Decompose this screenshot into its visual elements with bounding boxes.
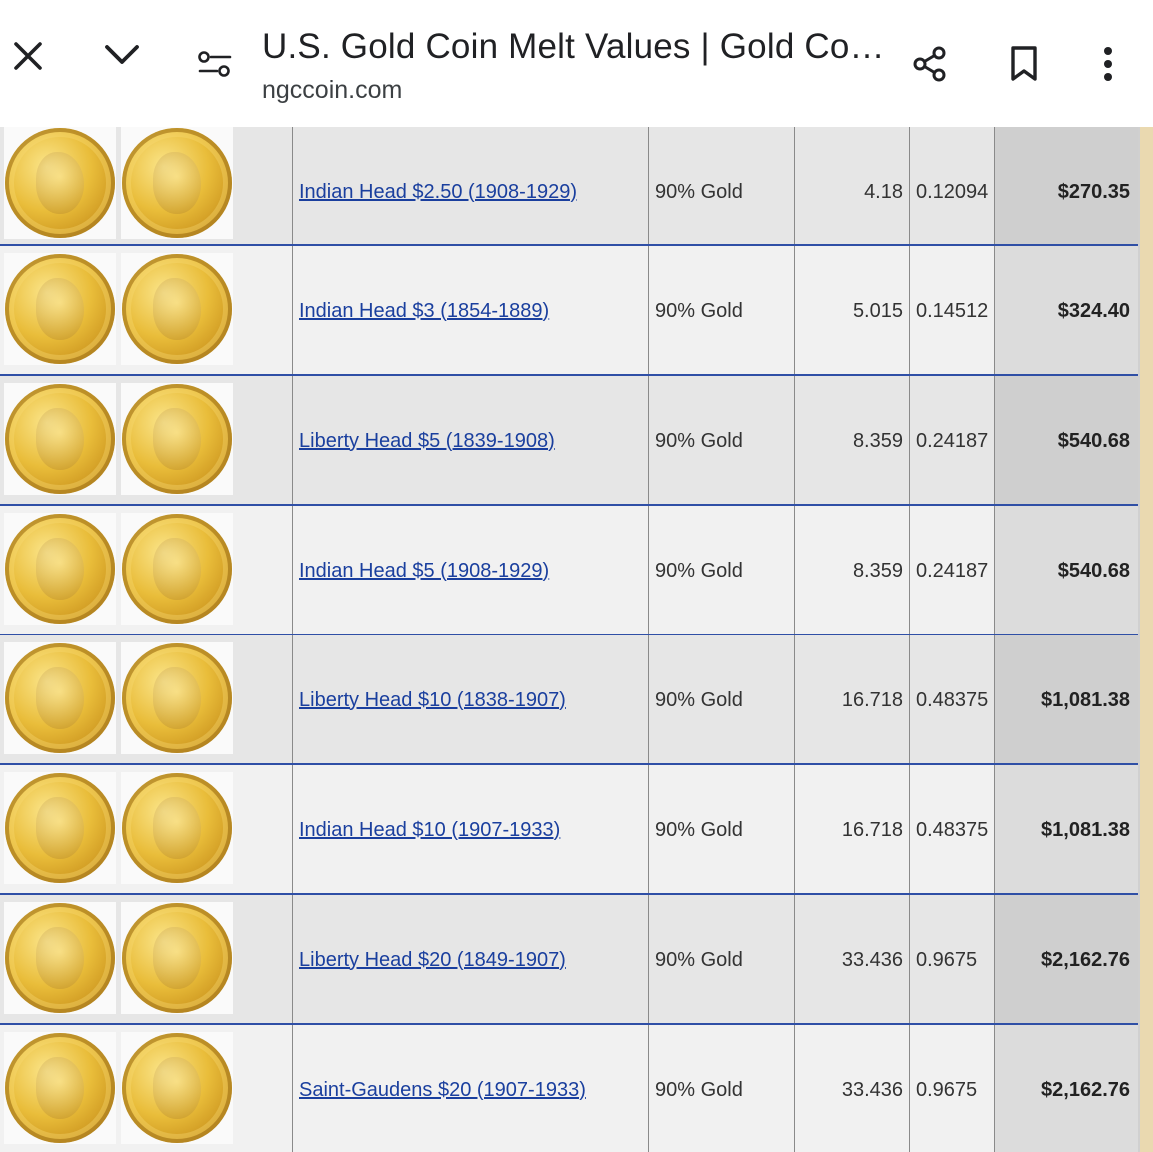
weight: 33.436 [841,1078,903,1101]
table-row: Saint-Gaudens $20 (1907-1933) 90% Gold 3… [0,1025,1138,1152]
melt-value: $540.68 [1057,429,1130,452]
table-row: Indian Head $10 (1907-1933) 90% Gold 16.… [0,765,1138,895]
page-title: U.S. Gold Coin Melt Values | Gold Co… [262,27,885,66]
coin-images [0,1025,293,1152]
browser-toolbar: U.S. Gold Coin Melt Values | Gold Co… ng… [0,0,1153,127]
table-row: Liberty Head $20 (1849-1907) 90% Gold 33… [0,895,1138,1025]
page-info-icon[interactable] [192,42,238,86]
composition: 90% Gold [655,948,743,971]
chevron-down-icon[interactable] [98,32,146,76]
melt-value: $324.40 [1057,299,1130,322]
coin-name-link[interactable]: Liberty Head $10 (1838-1907) [299,688,566,711]
coin-name-link[interactable]: Indian Head $2.50 (1908-1929) [299,180,577,203]
melt-value: $1,081.38 [1041,688,1130,711]
coin-images [0,246,293,376]
composition: 90% Gold [655,180,743,203]
table-row: Liberty Head $5 (1839-1908) 90% Gold 8.3… [0,376,1138,506]
table-border [1138,127,1140,1152]
weight: 33.436 [841,948,903,971]
page-domain: ngccoin.com [262,76,403,104]
melt-value: $1,081.38 [1041,818,1130,841]
melt-value: $270.35 [1057,180,1130,203]
gold-ounces: 0.9675 [916,948,978,971]
coin-images [0,635,293,765]
close-icon[interactable] [6,34,50,78]
coin-reverse-image [121,1032,233,1144]
coin-reverse-image [121,127,233,239]
composition: 90% Gold [655,559,743,582]
coin-name-link[interactable]: Saint-Gaudens $20 (1907-1933) [299,1078,586,1101]
composition: 90% Gold [655,429,743,452]
coin-obverse-image [4,772,116,884]
table-row: Liberty Head $10 (1838-1907) 90% Gold 16… [0,635,1138,765]
coin-name-link[interactable]: Liberty Head $5 (1839-1908) [299,429,555,452]
gold-ounces: 0.24187 [916,429,989,452]
gold-ounces: 0.12094 [916,180,989,203]
coin-name-link[interactable]: Indian Head $3 (1854-1889) [299,299,550,322]
coin-name-link[interactable]: Indian Head $10 (1907-1933) [299,818,561,841]
coin-name-link[interactable]: Liberty Head $20 (1849-1907) [299,948,566,971]
bookmark-icon[interactable] [1000,40,1048,88]
weight: 8.359 [852,559,903,582]
coin-images [0,765,293,895]
table-row: Indian Head $2.50 (1908-1929) 90% Gold 4… [0,127,1138,246]
coin-name-link[interactable]: Indian Head $5 (1908-1929) [299,559,550,582]
coin-reverse-image [121,383,233,495]
gold-ounces: 0.48375 [916,688,989,711]
coin-images [0,506,293,636]
coin-reverse-image [121,253,233,365]
gold-ounces: 0.48375 [916,818,989,841]
coin-obverse-image [4,902,116,1014]
coin-obverse-image [4,642,116,754]
coin-obverse-image [4,1032,116,1144]
coin-reverse-image [121,772,233,884]
coin-reverse-image [121,513,233,625]
weight: 5.015 [852,299,903,322]
coin-reverse-image [121,902,233,1014]
coin-obverse-image [4,127,116,239]
melt-value: $2,162.76 [1041,948,1130,971]
composition: 90% Gold [655,299,743,322]
table-row: Indian Head $3 (1854-1889) 90% Gold 5.01… [0,246,1138,376]
table-row: Indian Head $5 (1908-1929) 90% Gold 8.35… [0,506,1138,636]
gold-ounces: 0.24187 [916,559,989,582]
melt-values-table: Indian Head $2.50 (1908-1929) 90% Gold 4… [0,127,1153,1152]
composition: 90% Gold [655,1078,743,1101]
melt-value: $540.68 [1057,559,1130,582]
more-vert-icon[interactable] [1084,40,1132,88]
coin-obverse-image [4,513,116,625]
coin-obverse-image [4,253,116,365]
share-icon[interactable] [906,40,954,88]
page-edge [1138,127,1153,1152]
coin-images [0,127,293,246]
coin-obverse-image [4,383,116,495]
weight: 16.718 [841,818,903,841]
weight: 8.359 [852,429,903,452]
coin-images [0,376,293,506]
gold-ounces: 0.14512 [916,299,989,322]
coin-images [0,895,293,1025]
gold-ounces: 0.9675 [916,1078,978,1101]
weight: 4.18 [864,180,903,203]
melt-value: $2,162.76 [1041,1078,1130,1101]
weight: 16.718 [841,688,903,711]
composition: 90% Gold [655,688,743,711]
composition: 90% Gold [655,818,743,841]
coin-reverse-image [121,642,233,754]
